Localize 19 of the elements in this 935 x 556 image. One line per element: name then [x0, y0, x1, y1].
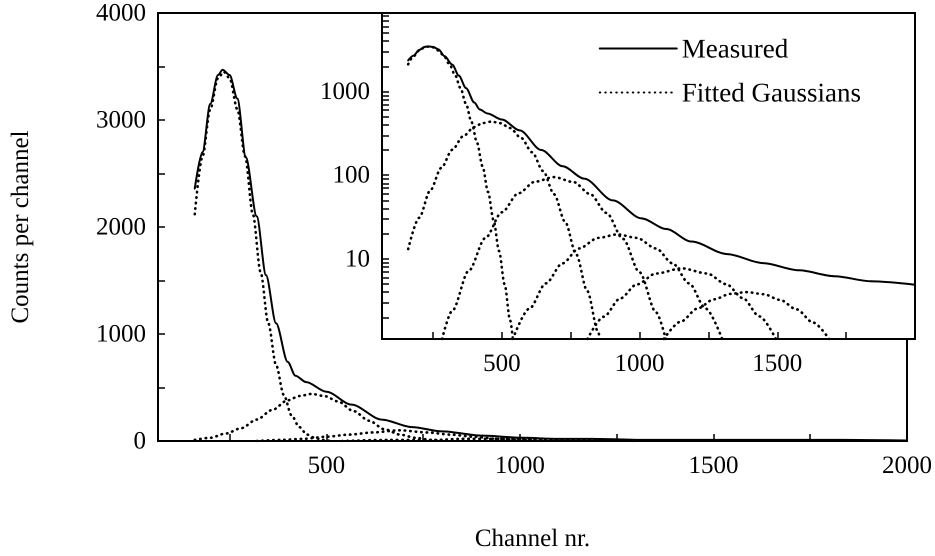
x-tick-label: 500 [483, 350, 521, 377]
x-tick-label: 2000 [882, 452, 932, 479]
legend-label: Fitted Gaussians [682, 78, 862, 108]
x-axis-title: Channel nr. [474, 525, 590, 552]
x-tick-label: 1500 [752, 350, 802, 377]
y-tick-label: 4000 [96, 0, 146, 26]
legend-label: Measured [682, 34, 789, 64]
y-tick-label: 3000 [96, 106, 146, 134]
x-tick-label: 500 [308, 452, 346, 479]
y-tick-label: 10 [345, 245, 370, 272]
x-tick-label: 1000 [494, 452, 545, 479]
y-tick-label: 2000 [96, 214, 146, 240]
y-tick-label: 100 [332, 162, 370, 189]
y-axis-title: Counts per channel [7, 130, 34, 324]
y-tick-label: 1000 [320, 78, 370, 106]
x-tick-label: 1000 [614, 350, 665, 377]
y-tick-label: 1000 [96, 320, 146, 348]
x-tick-label: 1500 [688, 452, 738, 479]
y-tick-label: 0 [134, 428, 146, 454]
